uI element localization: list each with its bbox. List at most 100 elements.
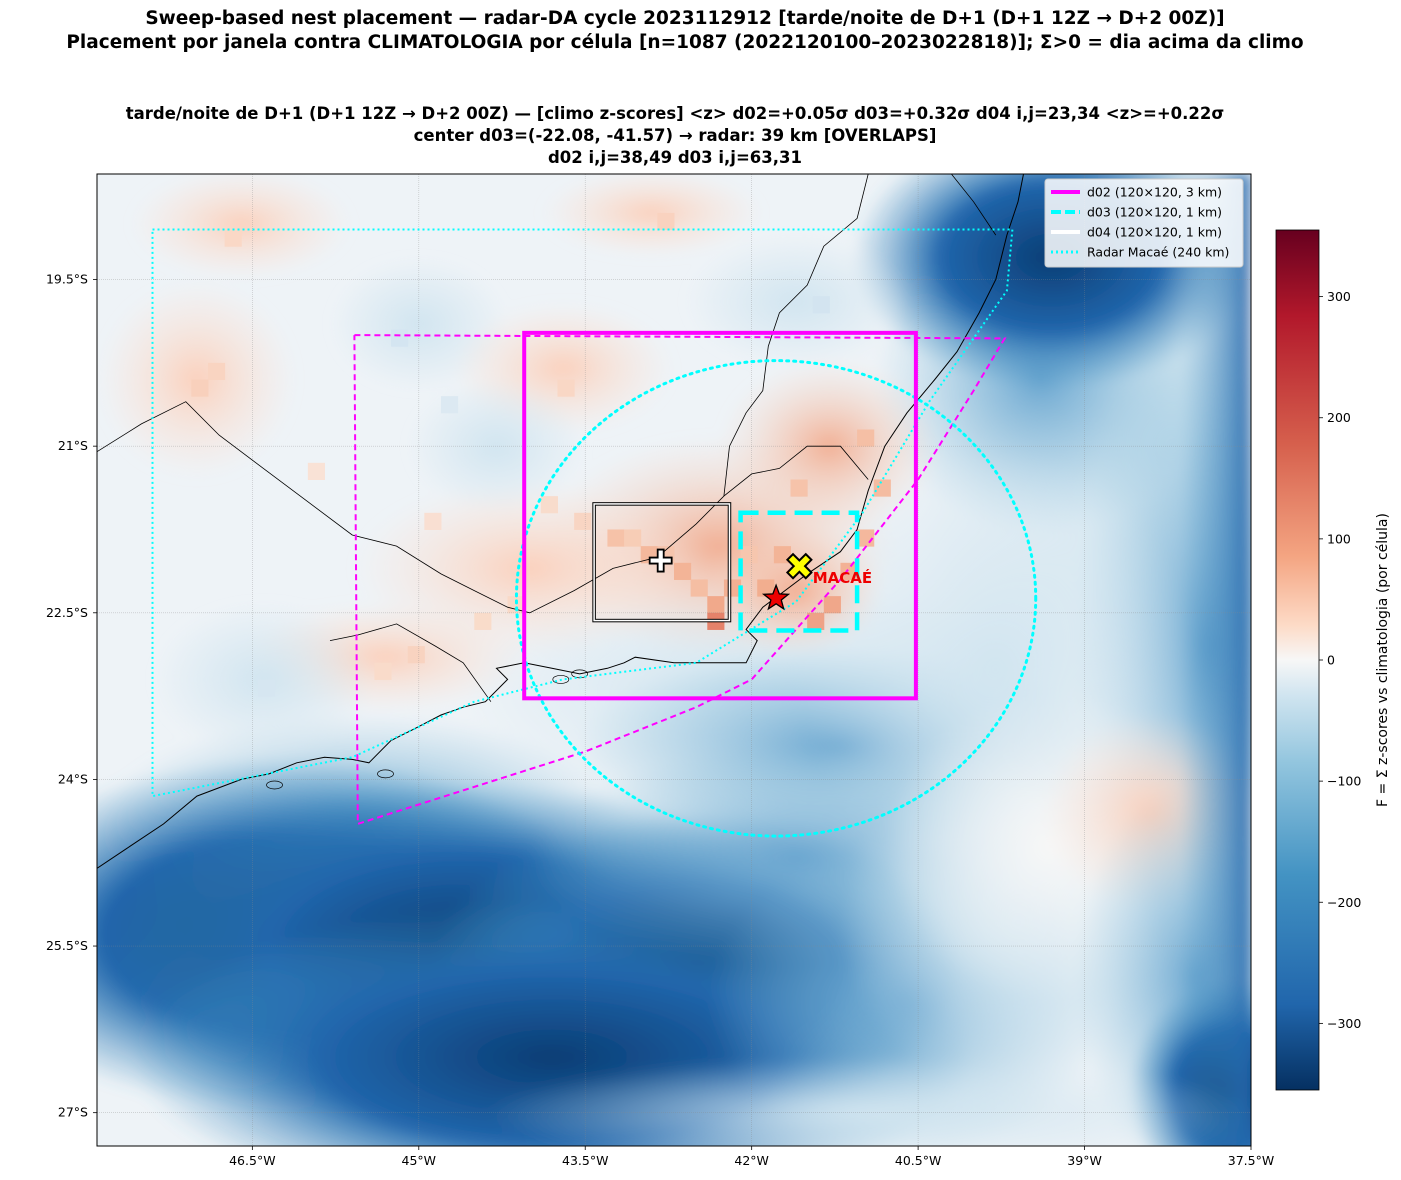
field-cell [307, 462, 325, 480]
state-border [951, 174, 997, 236]
field-blob-east-edge [1180, 174, 1251, 1146]
field-cell [557, 379, 575, 397]
field-cell [624, 529, 642, 547]
y-axis-ticks: 19.5°S 21°S 22.5°S 24°S 25.5°S 27°S [46, 272, 97, 1120]
field-cell [257, 679, 276, 697]
d04-center-plus-marker [648, 548, 673, 573]
island [552, 675, 570, 684]
colorbar-tick-label: 100 [1327, 531, 1351, 546]
field-cell [840, 562, 858, 580]
x-tick-label: 39°W [1067, 1153, 1102, 1168]
field-cell [757, 579, 775, 597]
anomaly-field [97, 174, 1251, 1146]
y-tick-label: 27°S [58, 1105, 88, 1120]
legend: d02 (120×120, 3 km) d03 (120×120, 1 km) d0… [1044, 178, 1244, 268]
x-tick-label: 46.5°W [229, 1153, 275, 1168]
colorbar-label: F = Σ z-scores vs climatologia (por célu… [1375, 513, 1391, 807]
field-blob [407, 379, 586, 513]
x-tick-label: 42°W [734, 1153, 769, 1168]
y-tick-label: 21°S [58, 438, 88, 453]
colorbar-tick-label: −300 [1327, 1016, 1361, 1031]
axes-title-line-3: d02 i,j=38,49 d03 i,j=63,31 [548, 148, 802, 167]
d04-center-plus-shape [648, 548, 673, 573]
domain-overlays: MACAÉ [151, 228, 1038, 838]
field-blobs [97, 174, 1251, 1146]
land-pixel-cells [191, 212, 891, 697]
field-blob [130, 174, 353, 280]
island [266, 780, 283, 790]
field-blob [540, 174, 763, 258]
field-cell [657, 212, 675, 231]
field-cell [224, 229, 242, 247]
island [377, 769, 394, 779]
field-cell [507, 596, 525, 614]
field-cell [674, 562, 692, 580]
field-cell [790, 479, 808, 497]
d03-center-x-shape [785, 552, 813, 580]
x-tick-label: 40.5°W [895, 1153, 941, 1168]
radar-star-marker [761, 583, 791, 611]
coastline [97, 174, 1024, 869]
state-border [97, 401, 869, 614]
colorbar-tick-label: 300 [1327, 289, 1351, 304]
colorbar-tick-label: −100 [1327, 774, 1361, 789]
d03-center-x-marker [785, 552, 813, 580]
axes-title-line-1: tarde/noite de D+1 (D+1 12Z → D+2 00Z) —… [125, 104, 1225, 123]
legend-entry-label: Radar Macaé (240 km) [1087, 245, 1229, 260]
y-tick-label: 24°S [58, 771, 88, 786]
field-cell [707, 596, 725, 614]
field-cell [740, 546, 758, 564]
macae-label: MACAÉ [813, 568, 872, 587]
y-tick-label: 22.5°S [46, 605, 88, 620]
field-cell [474, 612, 492, 630]
colorbar-tick-label: −200 [1327, 895, 1361, 910]
d02-domain-box [522, 330, 918, 701]
d03-domain-box [738, 510, 860, 633]
radar-range-ring [514, 359, 1038, 838]
colorbar-tick-label: 200 [1327, 410, 1351, 425]
colorbar: 300 200 100 0 −100 −200 −300 F = Σ z-scores vs … [1275, 229, 1391, 1091]
field-cell [607, 529, 625, 547]
field-cell [690, 579, 708, 597]
state-border [329, 623, 492, 702]
field-cell [391, 329, 409, 347]
parent-domain-boundary [353, 334, 1007, 826]
field-cell [574, 512, 592, 530]
field-cell [424, 512, 442, 530]
field-cell [540, 496, 558, 514]
field-cell [374, 662, 392, 680]
grid-lines [97, 174, 1251, 1146]
coastline-and-borders [97, 174, 1024, 869]
state-border [723, 174, 869, 497]
y-tick-label: 19.5°S [46, 272, 88, 287]
field-blob [685, 235, 908, 369]
field-cell [207, 362, 226, 381]
field-cell [823, 596, 841, 614]
y-tick-label: 25.5°S [46, 938, 88, 953]
colorbar-gradient [1275, 229, 1320, 1091]
field-cell [857, 429, 875, 447]
d04-domain-box [593, 503, 731, 622]
field-cell [407, 646, 425, 664]
figure-title-line-1: Sweep-based nest placement — radar-DA cy… [145, 8, 1225, 29]
radar-coverage-boundary [151, 228, 1014, 798]
x-tick-label: 45°W [402, 1153, 437, 1168]
field-cell [807, 612, 825, 630]
figure-title-line-2: Placement por janela contra CLIMATOLOGIA… [66, 32, 1304, 53]
field-cell [812, 296, 830, 314]
legend-entry-label: d02 (120×120, 3 km) [1087, 185, 1222, 200]
field-cell [873, 479, 891, 497]
field-cell [440, 396, 459, 414]
legend-entry-label: d03 (120×120, 1 km) [1087, 205, 1222, 220]
x-tick-label: 37.5°W [1228, 1153, 1274, 1168]
legend-entry-label: d04 (120×120, 1 km) [1087, 225, 1222, 240]
x-tick-label: 43.5°W [562, 1153, 608, 1168]
legend-box [1044, 178, 1244, 268]
axes-title-line-2: center d03=(-22.08, -41.57) → radar: 39 … [413, 126, 937, 145]
colorbar-tick-label: 0 [1327, 653, 1335, 668]
field-cell [191, 379, 209, 397]
map-frame [96, 173, 1252, 1147]
field-blob [485, 1057, 1251, 1146]
x-axis-ticks: 46.5°W 45°W 43.5°W 42°W 40.5°W 39°W 37.5°W [229, 1146, 1274, 1168]
